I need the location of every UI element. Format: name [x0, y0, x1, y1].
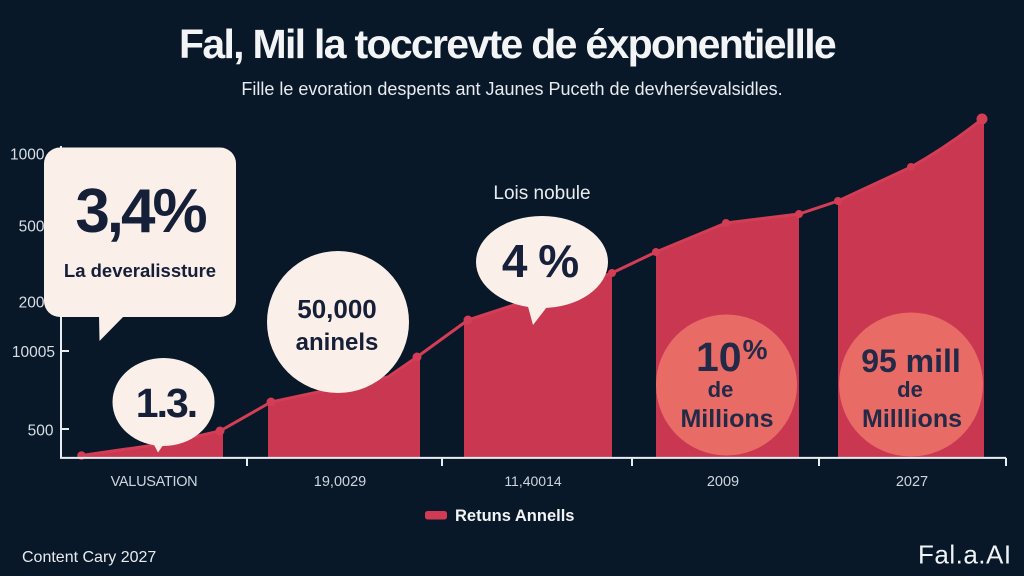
svg-text:3,4%: 3,4% [75, 177, 206, 246]
svg-text:Millions: Millions [680, 405, 773, 433]
svg-text:Fal, Mil la toccrevte de éxpon: Fal, Mil la toccrevte de éxponentiellle [179, 21, 836, 67]
svg-text:VALUSATION: VALUSATION [111, 474, 198, 490]
svg-text:La deveralissture: La deveralissture [64, 260, 216, 281]
svg-text:Content Cary 2027: Content Cary 2027 [22, 549, 156, 566]
svg-text:Retuns Annells: Retuns Annells [455, 507, 575, 525]
svg-text:de: de [708, 377, 734, 402]
svg-text:Fille le evoration despents an: Fille le evoration despents ant Jaunes P… [241, 79, 782, 99]
svg-text:Fal.a.AI: Fal.a.AI [918, 540, 1012, 570]
svg-text:4 %: 4 % [502, 235, 578, 287]
svg-text:1000: 1000 [10, 147, 45, 164]
svg-text:10005: 10005 [12, 344, 55, 361]
svg-text:500: 500 [28, 423, 54, 440]
svg-text:500: 500 [19, 219, 45, 236]
svg-text:95 mill: 95 mill [861, 343, 961, 379]
svg-text:200: 200 [19, 295, 45, 312]
svg-text:2027: 2027 [896, 474, 928, 490]
svg-text:50,000: 50,000 [297, 294, 377, 324]
svg-text:1.3.: 1.3. [136, 380, 196, 426]
svg-text:de: de [897, 377, 923, 402]
svg-text:2009: 2009 [707, 474, 739, 490]
svg-text:10%: 10% [696, 334, 768, 380]
svg-text:19,0029: 19,0029 [314, 474, 366, 490]
svg-text:Milllions: Milllions [862, 405, 962, 433]
svg-text:11,40014: 11,40014 [504, 473, 562, 489]
svg-text:Lois nobule: Lois nobule [493, 183, 590, 204]
svg-text:aninels: aninels [296, 329, 379, 356]
